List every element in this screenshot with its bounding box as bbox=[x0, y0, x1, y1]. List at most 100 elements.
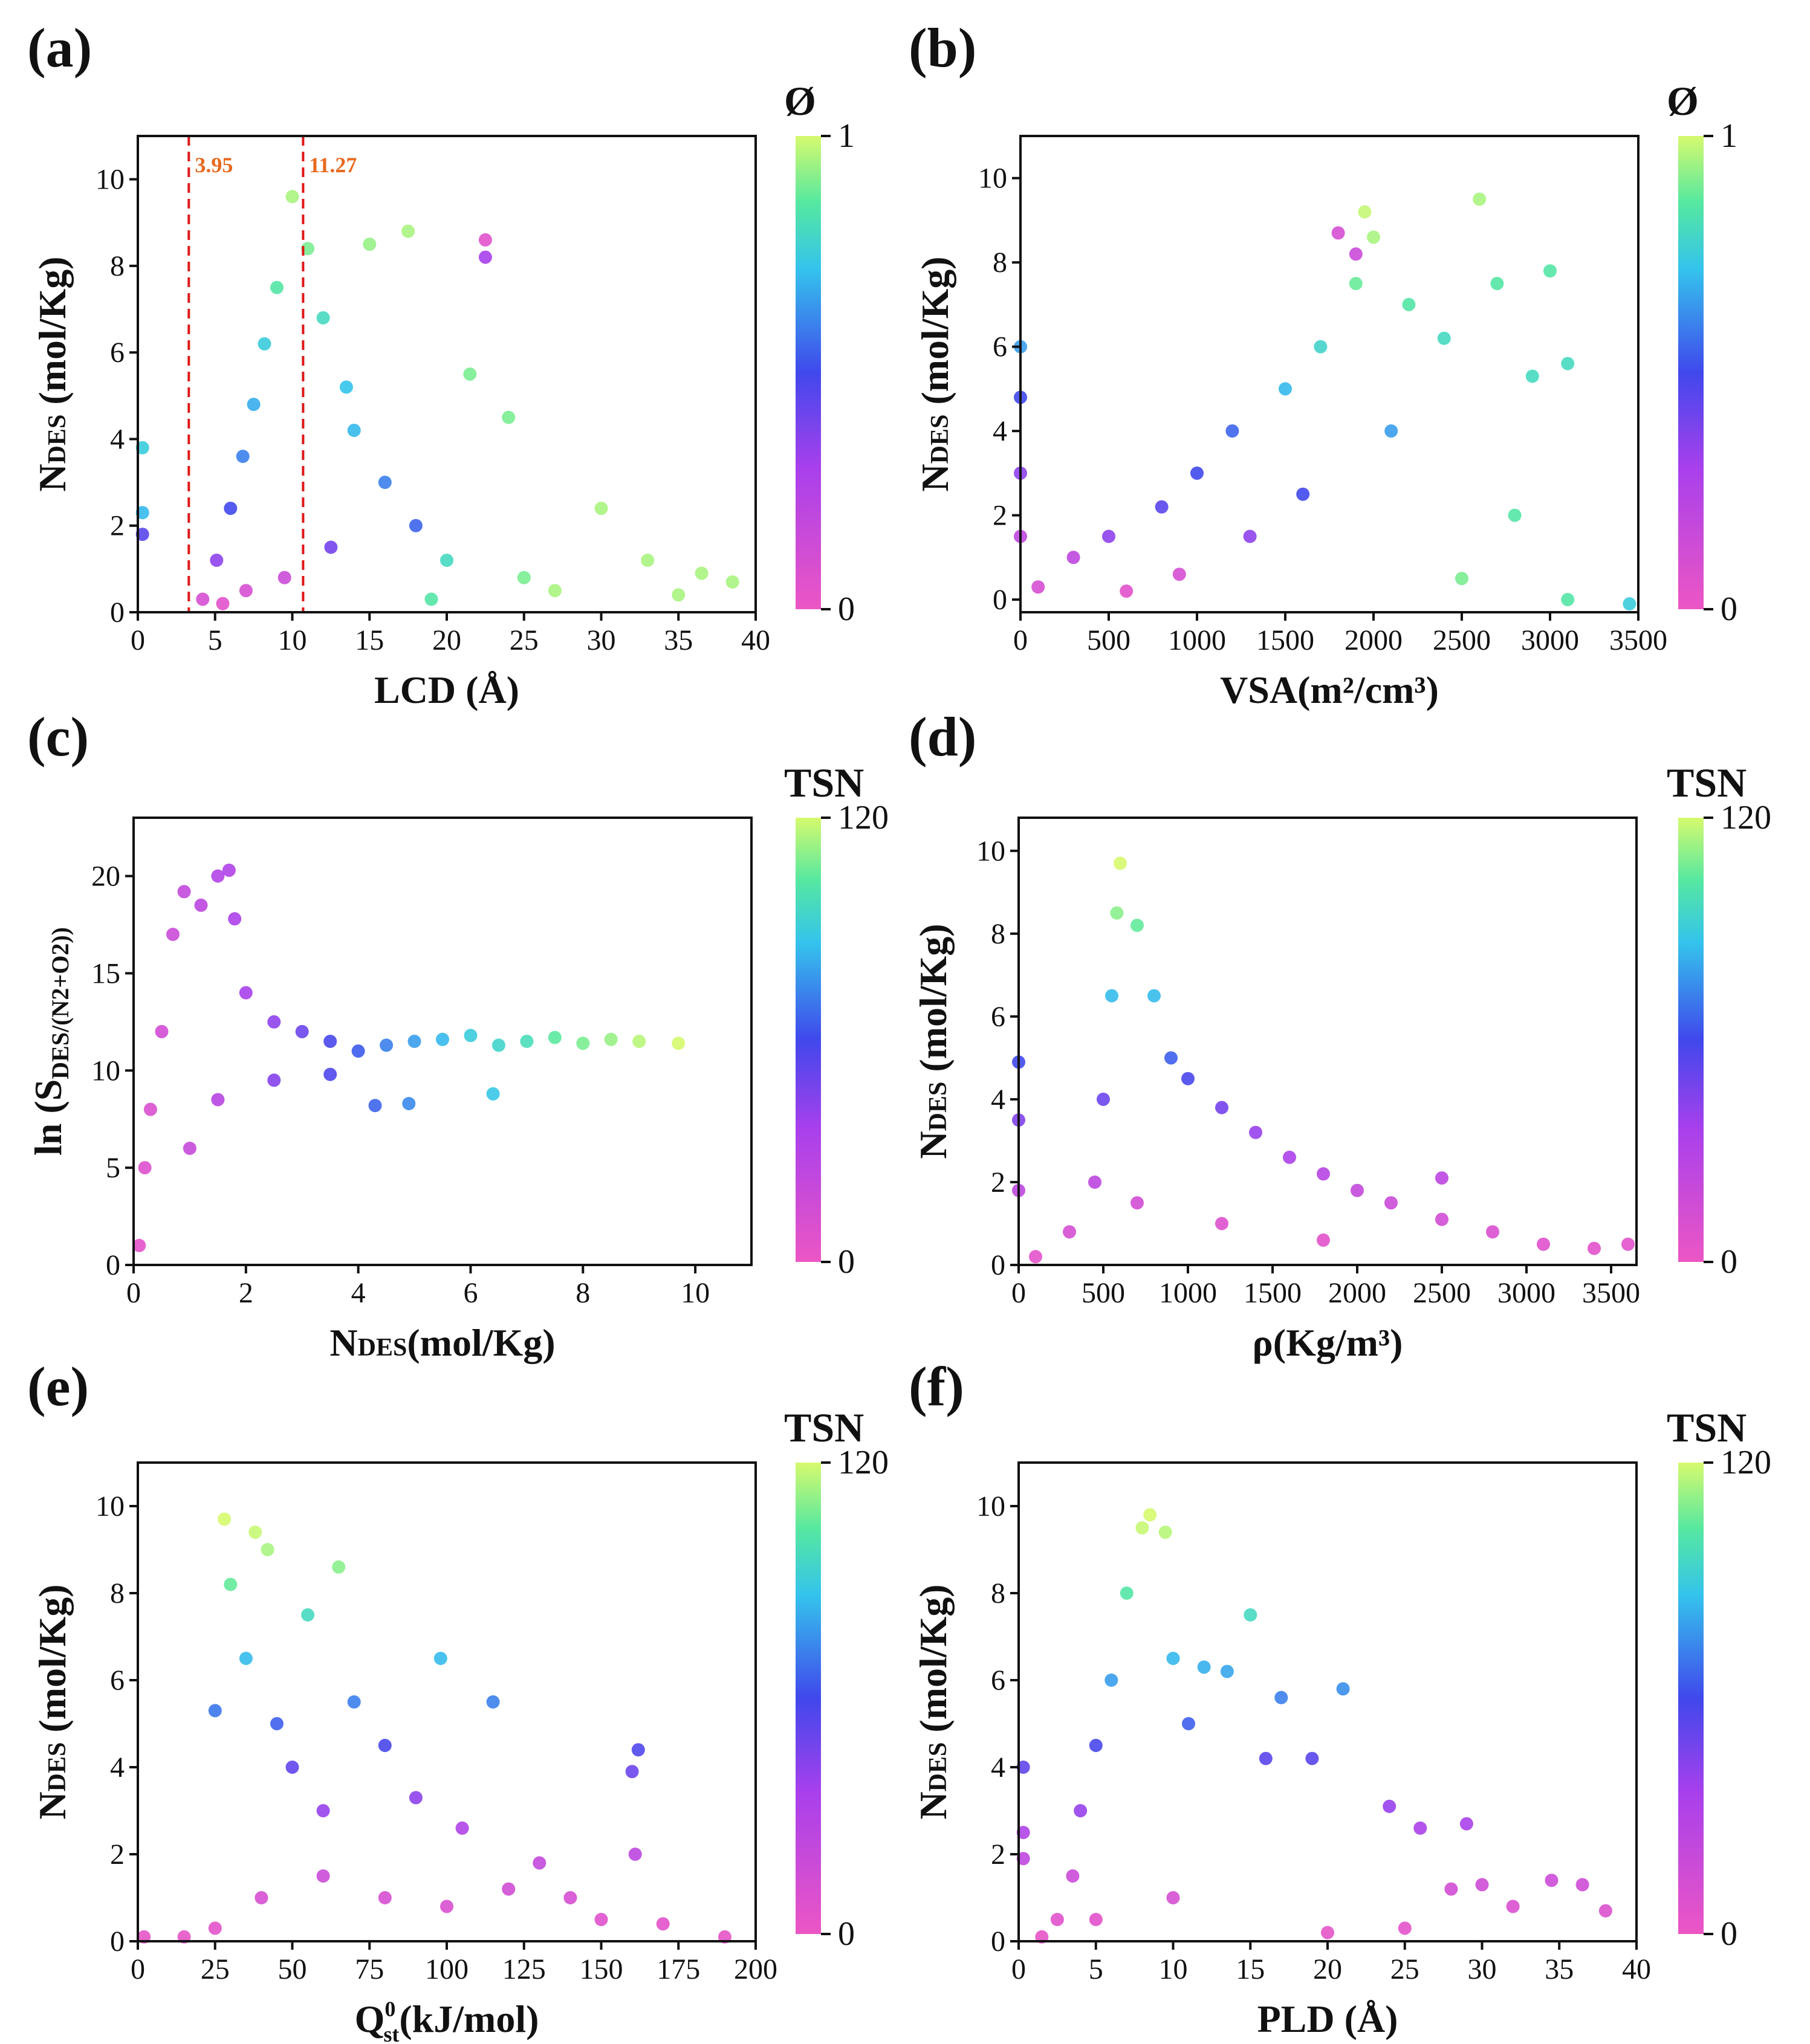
data-point bbox=[1102, 529, 1115, 543]
colorbar-title: Ø bbox=[1667, 78, 1699, 124]
data-point bbox=[1120, 1586, 1134, 1600]
data-point bbox=[261, 1543, 274, 1556]
x-tick-label: 150 bbox=[580, 1953, 623, 1985]
data-point bbox=[1435, 1171, 1448, 1185]
y-tick-label: 8 bbox=[110, 1577, 125, 1609]
data-point bbox=[517, 571, 531, 584]
data-point bbox=[208, 1921, 222, 1935]
data-point bbox=[1317, 1167, 1330, 1181]
data-point bbox=[1050, 1913, 1064, 1926]
data-point bbox=[378, 476, 392, 490]
x-tick-label: 100 bbox=[425, 1953, 469, 1985]
y-tick-label: 2 bbox=[110, 1839, 125, 1871]
plot-frame bbox=[1017, 1461, 1638, 1942]
data-point bbox=[1089, 1739, 1103, 1752]
data-point bbox=[1444, 1882, 1458, 1896]
data-point bbox=[378, 1891, 392, 1904]
data-point bbox=[1197, 1660, 1211, 1674]
plot-frame bbox=[137, 1461, 757, 1942]
y-tick-label: 4 bbox=[110, 1751, 125, 1784]
panel-d: (d) 0 500 1000 1500 2000 2500 3000 3500 0 2 4 6 8 10 ρ(… bbox=[909, 706, 1771, 1364]
y-tick-label: 0 bbox=[110, 1926, 125, 1958]
data-point bbox=[672, 588, 686, 602]
x-tick-label: 25 bbox=[510, 624, 539, 656]
x-tick-label: 75 bbox=[355, 1953, 384, 1985]
data-point bbox=[208, 1704, 222, 1718]
y-tick-label: 2 bbox=[991, 1839, 1005, 1871]
data-point bbox=[486, 1087, 500, 1101]
data-point bbox=[463, 367, 477, 381]
x-tick-label: 30 bbox=[587, 624, 616, 656]
data-point bbox=[625, 1765, 639, 1779]
y-axis-label: NDES (mol/Kg) bbox=[912, 923, 955, 1159]
data-point bbox=[1413, 1821, 1427, 1835]
data-point bbox=[1016, 1761, 1030, 1774]
data-point bbox=[285, 1761, 299, 1774]
x-tick-label: 2000 bbox=[1328, 1277, 1386, 1309]
data-point bbox=[222, 863, 236, 877]
y-tick-label: 0 bbox=[991, 1926, 1005, 1958]
x-tick-label: 200 bbox=[734, 1953, 777, 1985]
data-point bbox=[520, 1035, 534, 1048]
data-point bbox=[1455, 572, 1468, 586]
colorbar-min-label: 0 bbox=[1721, 590, 1737, 628]
data-point bbox=[436, 1032, 449, 1046]
data-point bbox=[1279, 382, 1292, 396]
data-point bbox=[641, 554, 655, 567]
x-tick-label: 3000 bbox=[1497, 1277, 1555, 1309]
x-axis-label: VSA(m²/cm³) bbox=[1220, 668, 1439, 711]
data-point bbox=[1074, 1804, 1088, 1817]
data-point bbox=[1486, 1225, 1499, 1239]
data-point bbox=[478, 233, 492, 247]
data-point bbox=[380, 1038, 394, 1052]
y-tick-label: 8 bbox=[993, 247, 1007, 279]
y-tick-label: 2 bbox=[991, 1166, 1005, 1198]
data-point bbox=[1130, 919, 1144, 933]
data-point bbox=[236, 450, 250, 464]
x-tick-label: 8 bbox=[576, 1277, 590, 1309]
y-tick-label: 4 bbox=[991, 1084, 1005, 1116]
data-point bbox=[632, 1035, 646, 1048]
data-point bbox=[491, 1038, 505, 1052]
panel-label: (d) bbox=[909, 706, 976, 768]
data-point bbox=[270, 280, 284, 294]
x-tick-label: 0 bbox=[1011, 1953, 1026, 1985]
data-point bbox=[1598, 1904, 1612, 1918]
colorbar bbox=[1678, 818, 1704, 1262]
data-point bbox=[1349, 277, 1363, 291]
data-point bbox=[725, 575, 739, 589]
x-tick-label: 1000 bbox=[1168, 624, 1226, 656]
data-point bbox=[218, 1512, 232, 1526]
data-point bbox=[295, 1024, 309, 1038]
x-tick-label: 2 bbox=[239, 1277, 253, 1309]
x-tick-label: 2500 bbox=[1413, 1277, 1471, 1309]
data-point bbox=[1143, 1508, 1157, 1522]
colorbar-max-label: 120 bbox=[838, 1444, 889, 1481]
x-tick-label: 1500 bbox=[1256, 624, 1314, 656]
colorbar-max-label: 120 bbox=[1721, 799, 1771, 836]
data-point bbox=[135, 506, 149, 520]
data-point bbox=[258, 337, 271, 351]
colorbar bbox=[1678, 136, 1704, 609]
colorbar-min-label: 0 bbox=[838, 590, 855, 628]
data-point bbox=[1114, 856, 1127, 870]
data-point bbox=[1259, 1751, 1273, 1765]
colorbar-max-label: 1 bbox=[838, 117, 855, 155]
x-axis-label: NDES(mol/Kg) bbox=[329, 1321, 555, 1364]
data-point bbox=[1130, 1196, 1144, 1210]
threshold-label: 11.27 bbox=[309, 153, 357, 177]
x-tick-label: 3000 bbox=[1521, 624, 1579, 656]
data-point bbox=[1283, 1150, 1296, 1164]
panel-label: (e) bbox=[27, 1356, 89, 1417]
data-point bbox=[228, 912, 242, 926]
panel-f: (f) 0 5 10 15 20 25 30 35 40 0 2 4 6 8 10 PLD (Å) NDES (m… bbox=[909, 1356, 1771, 2040]
data-point bbox=[1215, 1101, 1228, 1114]
data-point bbox=[1135, 1521, 1149, 1535]
data-point bbox=[323, 1067, 337, 1081]
data-point bbox=[248, 1525, 262, 1539]
data-point bbox=[486, 1695, 500, 1709]
data-point bbox=[1016, 1826, 1030, 1839]
data-point bbox=[363, 238, 377, 251]
colorbar bbox=[1678, 1463, 1704, 1934]
data-point bbox=[183, 1142, 196, 1155]
